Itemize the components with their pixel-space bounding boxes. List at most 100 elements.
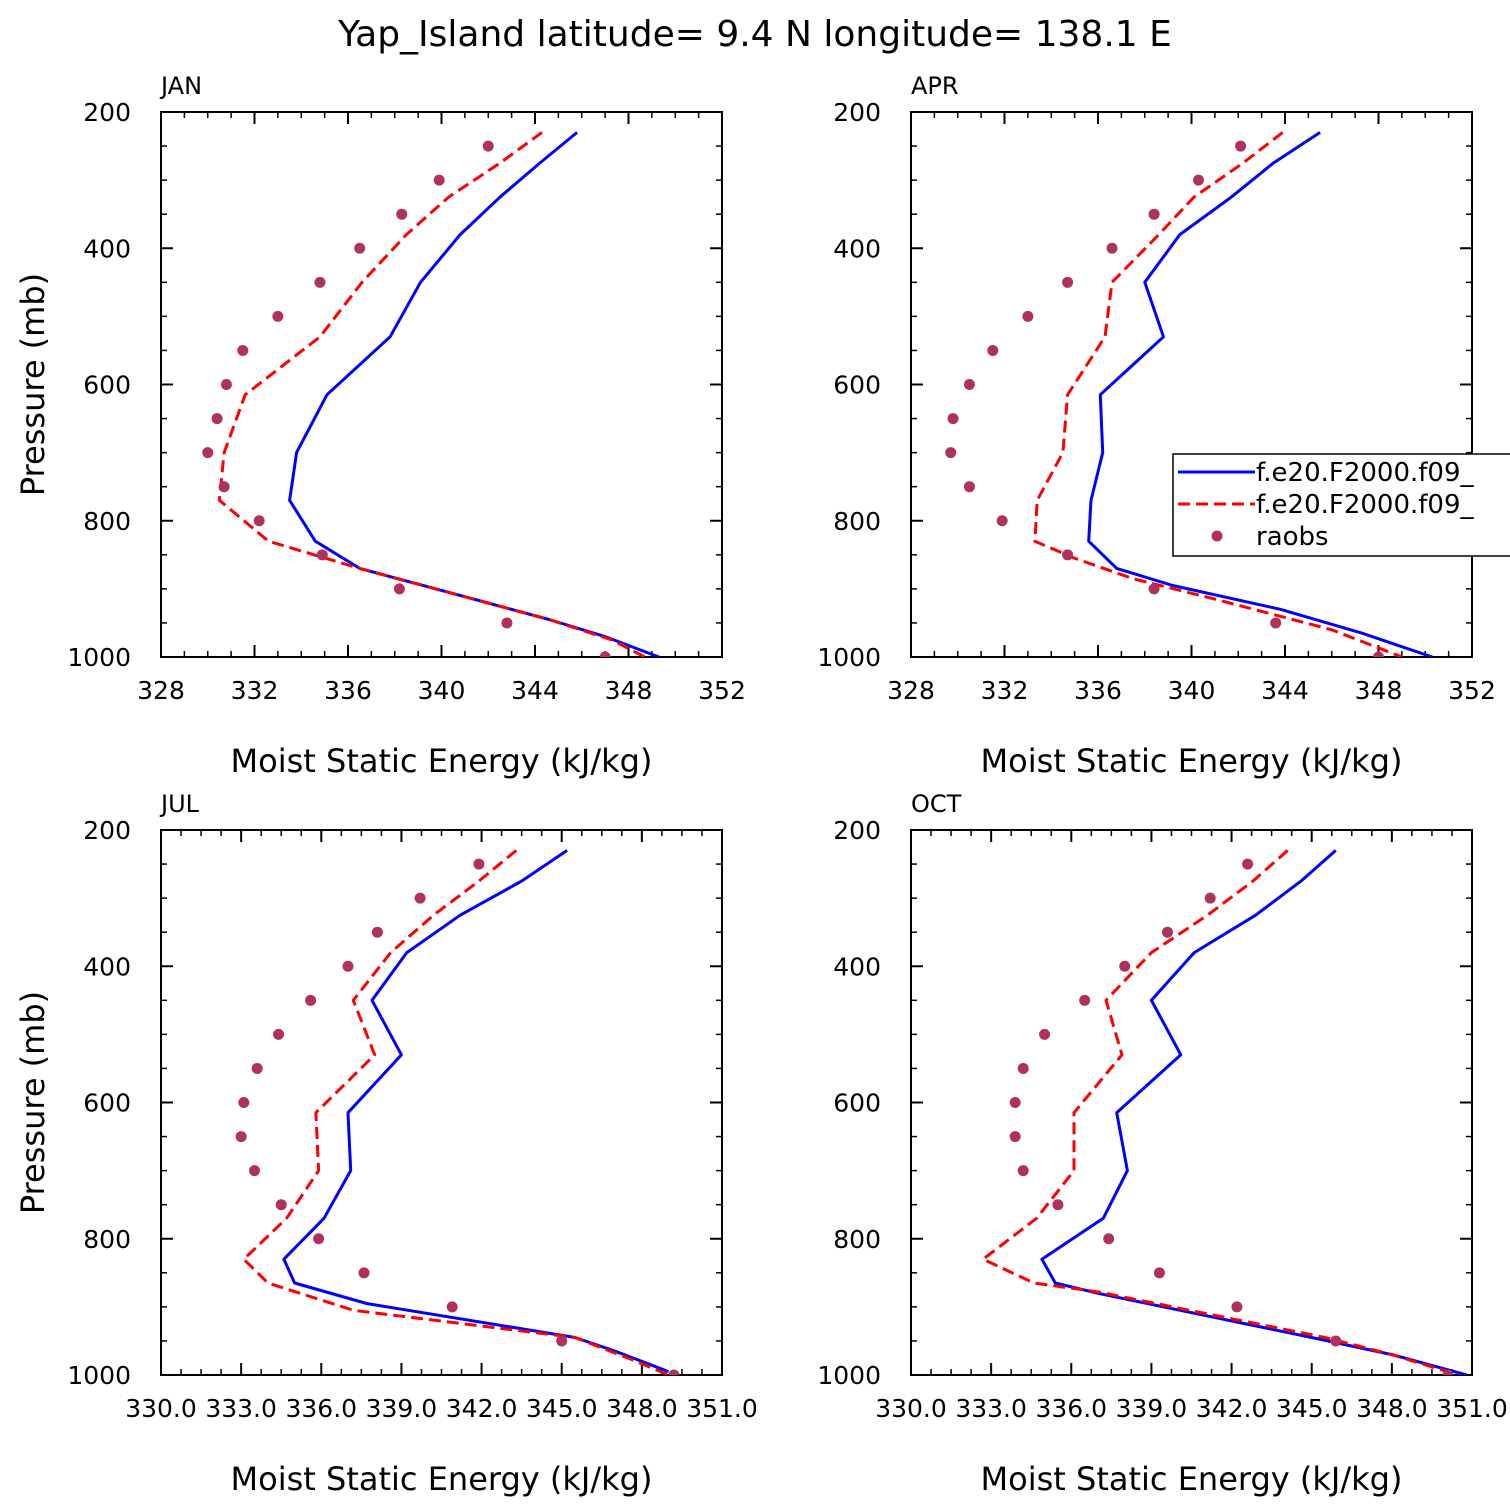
raobs-point [987,344,999,356]
raobs-point [1009,1131,1021,1143]
raobs-point [556,1335,568,1347]
raobs-point [273,1028,285,1040]
raobs-point [1330,1335,1342,1347]
x-tick-label: 352 [698,676,746,705]
series-line-dashed [242,849,670,1375]
x-tick-label: 333.0 [205,1394,277,1423]
raobs-point [414,892,426,904]
y-tick-label: 200 [83,816,131,845]
legend-label: raobs [1256,522,1329,552]
y-tick-label: 600 [833,371,881,400]
raobs-point [1442,1369,1454,1375]
panel-label: JUL [159,790,200,818]
x-axis-label: Moist Static Energy (kJ/kg) [231,742,653,780]
series-line-dashed [1033,131,1403,657]
raobs-point [202,447,214,459]
raobs-point [1148,208,1160,220]
x-tick-label: 339.0 [1116,1394,1188,1423]
x-tick-label: 333.0 [955,1394,1027,1423]
raobs-point [947,413,959,425]
y-tick-label: 400 [833,234,881,263]
series-group [945,131,1433,657]
raobs-point [313,1233,325,1245]
y-tick-label: 1000 [67,643,131,672]
raobs-point [482,140,494,152]
raobs-point [1106,242,1118,254]
raobs-point [963,481,975,493]
raobs-point [218,481,230,493]
raobs-point [1153,1267,1165,1279]
y-tick-label: 400 [83,234,131,263]
raobs-point [1270,617,1282,629]
x-tick-label: 336 [324,676,372,705]
raobs-point [211,413,223,425]
x-tick-label: 352 [1448,676,1496,705]
raobs-point [314,276,326,288]
panel-apr: APR 328 332 336 340 344 348 352 200 400 600 800 1000… [817,72,1495,780]
series-group [235,849,680,1375]
x-axis-label: Moist Static Energy (kJ/kg) [231,1460,653,1498]
plot-frame [910,829,1473,1376]
panel-label: APR [911,72,959,100]
raobs-point [1103,1233,1115,1245]
x-tick-label: 344 [1261,676,1309,705]
y-tick-label: 800 [833,507,881,536]
raobs-point [342,960,354,972]
y-tick-label: 200 [833,816,881,845]
raobs-point [1017,1165,1029,1177]
x-tick-label: 340 [418,676,466,705]
panel-jul: JUL 330.0 333.0 336.0 339.0 342.0 345.0 348.0 35… [14,790,758,1498]
legend-marker-dot [1211,530,1223,542]
y-axis-label: Pressure (mb) [14,991,52,1214]
raobs-point [1235,140,1247,152]
panel-jan: JAN 328 332 336 340 344 348 352 200 400 600 800 1000… [14,72,746,780]
raobs-point [1017,1062,1029,1074]
series-group [981,849,1468,1375]
raobs-point [945,447,957,459]
y-tick-label: 800 [83,1225,131,1254]
series-line-solid [1087,131,1433,657]
x-tick-label: 348.0 [606,1394,678,1423]
raobs-point [433,174,445,186]
panels: JAN 328 332 336 340 344 348 352 200 400 600 800 1000… [14,72,1508,1498]
raobs-point [1242,858,1254,870]
raobs-point [305,994,317,1006]
x-tick-label: 348.0 [1356,1394,1428,1423]
x-tick-label: 340 [1168,676,1216,705]
x-tick-label: 336.0 [1035,1394,1107,1423]
raobs-point [1373,651,1384,657]
x-tick-label: 351.0 [686,1394,758,1423]
raobs-point [358,1267,370,1279]
raobs-point [1204,892,1216,904]
x-tick-label: 328 [137,676,185,705]
x-tick-label: 336 [1074,676,1122,705]
y-tick-label: 800 [833,1225,881,1254]
raobs-point [249,1165,260,1177]
raobs-point [1193,174,1205,186]
raobs-point [371,926,383,938]
raobs-point [599,651,611,657]
raobs-point [1039,1028,1051,1040]
x-tick-label: 348 [605,676,653,705]
raobs-point [396,208,408,220]
raobs-point [275,1199,287,1211]
y-tick-label: 200 [833,98,881,127]
plot-frame [910,111,1473,658]
raobs-point [1022,310,1034,322]
legend: f.e20.F2000.f09_f.e20.F2000.f09_raobs [1172,453,1510,557]
x-tick-label: 344 [511,676,559,705]
series-line-dashed [217,131,646,657]
y-tick-label: 400 [83,952,131,981]
raobs-point [1062,276,1074,288]
figure-title: Yap_Island latitude= 9.4 N longitude= 13… [337,14,1172,55]
raobs-point [668,1369,680,1375]
y-tick-label: 800 [83,507,131,536]
x-tick-label: 332 [981,676,1029,705]
raobs-point [251,1062,263,1074]
raobs-point [473,858,485,870]
raobs-point [220,379,232,390]
raobs-point [272,310,284,322]
raobs-point [446,1301,458,1313]
raobs-point [1052,1199,1064,1211]
